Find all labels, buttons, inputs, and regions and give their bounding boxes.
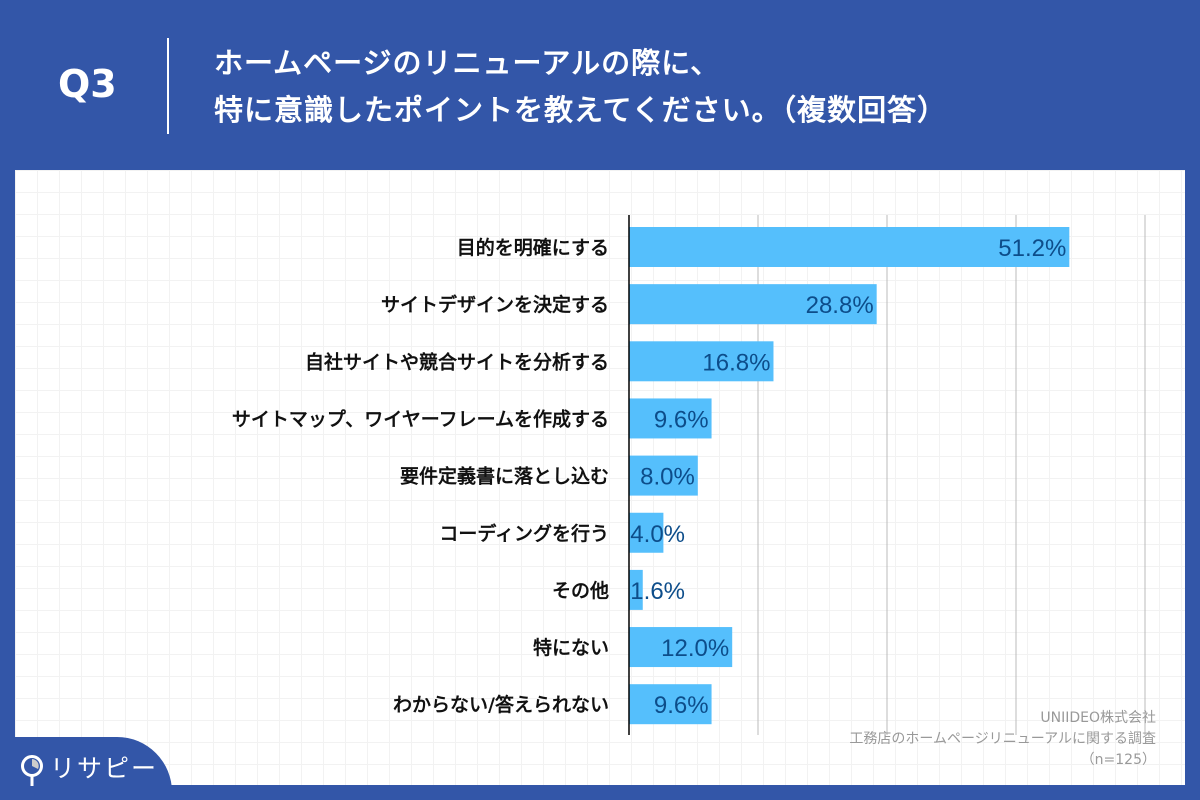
category-label: サイトマップ、ワイヤーフレームを作成する	[232, 407, 609, 430]
category-label: 特にない	[533, 637, 609, 659]
source-sample-size: （n=125）	[1080, 752, 1156, 768]
bar	[629, 455, 698, 496]
question-title: ホームページのリニューアルの際に、 特に意識したポイントを教えてください。（複数…	[214, 40, 947, 134]
category-label: 目的を明確にする	[457, 236, 609, 259]
value-label: 8.0%	[640, 464, 695, 491]
source-survey: 工務店のホームページリニューアルに関する調査	[849, 731, 1156, 747]
bar	[629, 684, 712, 725]
category-label: 自社サイトや競合サイトを分析する	[305, 350, 609, 373]
value-label: 9.6%	[654, 692, 709, 719]
question-number: Q3	[58, 62, 117, 106]
bar	[629, 512, 664, 553]
category-label: 要件定義書に落とし込む	[400, 465, 609, 488]
bar	[629, 284, 877, 325]
source-company: UNIIDEO株式会社	[1040, 710, 1156, 726]
category-label: わからない/答えられない	[393, 693, 609, 716]
value-label: 51.2%	[998, 235, 1066, 262]
logo-text: リサピー	[50, 754, 159, 783]
bar	[629, 227, 1070, 267]
category-label: コーディングを行う	[439, 522, 609, 545]
value-label: 12.0%	[661, 635, 729, 662]
value-label: 9.6%	[654, 406, 709, 433]
title-line-1: ホームページのリニューアルの際に、	[214, 46, 721, 80]
chart-panel	[15, 170, 1185, 785]
magnifier-pie-icon	[21, 755, 43, 786]
category-label: サイトデザインを決定する	[381, 293, 609, 316]
bar	[629, 341, 774, 382]
header-divider	[167, 38, 169, 134]
value-label: 1.6%	[630, 578, 685, 605]
title-line-2: 特に意識したポイントを教えてください。（複数回答）	[214, 93, 948, 127]
logo: リサピー	[0, 737, 172, 800]
value-label: 16.8%	[702, 349, 770, 376]
bar	[629, 627, 733, 668]
bar	[629, 569, 643, 610]
bar	[629, 398, 712, 439]
category-label: その他	[552, 579, 609, 602]
value-label: 28.8%	[806, 292, 874, 319]
value-label: 4.0%	[630, 521, 685, 548]
source-note: UNIIDEO株式会社 工務店のホームページリニューアルに関する調査 （n=12…	[849, 708, 1156, 771]
